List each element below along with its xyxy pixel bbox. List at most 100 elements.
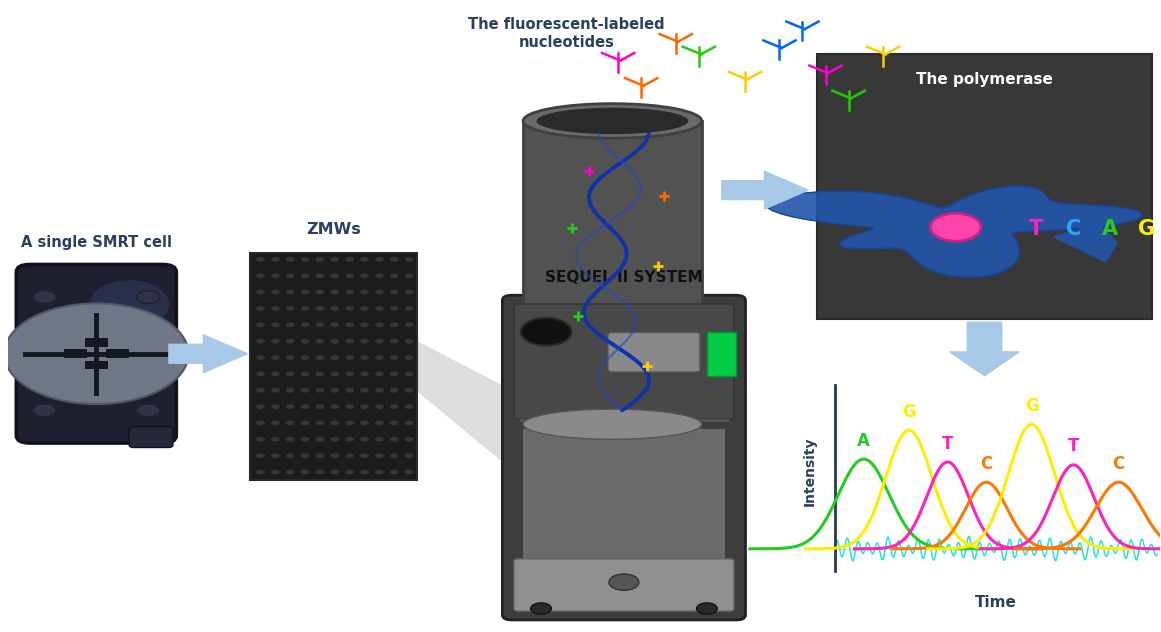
Circle shape [286,388,295,392]
Circle shape [360,273,369,278]
FancyBboxPatch shape [524,429,724,448]
Circle shape [390,339,398,344]
Circle shape [5,303,188,404]
Circle shape [405,289,413,295]
Circle shape [345,453,354,458]
Circle shape [257,388,265,392]
Circle shape [405,453,413,458]
FancyBboxPatch shape [514,559,734,611]
Circle shape [375,437,384,442]
Circle shape [390,372,398,376]
Circle shape [390,306,398,311]
Circle shape [271,372,280,376]
Text: T: T [1029,219,1044,239]
Circle shape [331,453,339,458]
Circle shape [286,273,295,278]
Circle shape [301,372,310,376]
Circle shape [390,273,398,278]
Circle shape [405,372,413,376]
Circle shape [301,257,310,262]
Circle shape [531,603,551,614]
Circle shape [271,355,280,360]
Circle shape [360,257,369,262]
Circle shape [331,388,339,392]
Circle shape [390,388,398,392]
Circle shape [33,291,56,303]
Circle shape [331,372,339,376]
Circle shape [375,388,384,392]
Circle shape [405,322,413,327]
Circle shape [301,404,310,409]
Circle shape [375,470,384,475]
Circle shape [286,404,295,409]
Circle shape [345,273,354,278]
Circle shape [375,453,384,458]
Circle shape [405,306,413,311]
Circle shape [137,291,160,303]
Text: G: G [902,403,916,421]
Circle shape [257,289,265,295]
Circle shape [390,289,398,295]
Circle shape [390,322,398,327]
Polygon shape [417,341,618,508]
Circle shape [316,273,324,278]
Circle shape [390,355,398,360]
Circle shape [286,420,295,425]
Circle shape [930,214,981,241]
Circle shape [331,404,339,409]
Circle shape [331,289,339,295]
Text: G: G [1025,397,1038,415]
Circle shape [345,420,354,425]
FancyBboxPatch shape [514,304,734,419]
Text: A: A [857,432,871,449]
Circle shape [360,470,369,475]
Circle shape [345,257,354,262]
Circle shape [271,404,280,409]
Circle shape [316,388,324,392]
Circle shape [301,322,310,327]
Circle shape [286,355,295,360]
Circle shape [360,437,369,442]
Circle shape [405,273,413,278]
Circle shape [360,372,369,376]
Circle shape [375,420,384,425]
Text: The fluorescent-labeled
nucleotides: The fluorescent-labeled nucleotides [468,17,664,49]
Circle shape [375,289,384,295]
Circle shape [610,574,639,590]
Ellipse shape [524,409,701,439]
Circle shape [257,273,265,278]
Circle shape [345,355,354,360]
Circle shape [405,470,413,475]
Circle shape [257,420,265,425]
Text: G: G [1139,219,1155,239]
Circle shape [390,257,398,262]
Text: A single SMRT cell: A single SMRT cell [21,235,172,250]
FancyBboxPatch shape [608,332,700,372]
Ellipse shape [536,107,688,134]
Circle shape [316,453,324,458]
Circle shape [316,339,324,344]
Circle shape [697,603,717,614]
FancyBboxPatch shape [64,349,87,358]
Text: T: T [1068,437,1079,456]
Circle shape [271,322,280,327]
Polygon shape [950,322,1019,376]
Circle shape [375,273,384,278]
Circle shape [301,470,310,475]
Circle shape [257,437,265,442]
Ellipse shape [524,104,701,138]
Circle shape [301,437,310,442]
Circle shape [375,306,384,311]
Text: C: C [1112,455,1125,473]
FancyBboxPatch shape [524,499,724,518]
Circle shape [271,470,280,475]
Circle shape [257,257,265,262]
Circle shape [301,420,310,425]
Circle shape [360,404,369,409]
Text: The polymerase: The polymerase [916,72,1053,87]
Circle shape [331,420,339,425]
Circle shape [345,404,354,409]
Circle shape [286,470,295,475]
Circle shape [316,470,324,475]
Text: Time: Time [975,595,1017,610]
